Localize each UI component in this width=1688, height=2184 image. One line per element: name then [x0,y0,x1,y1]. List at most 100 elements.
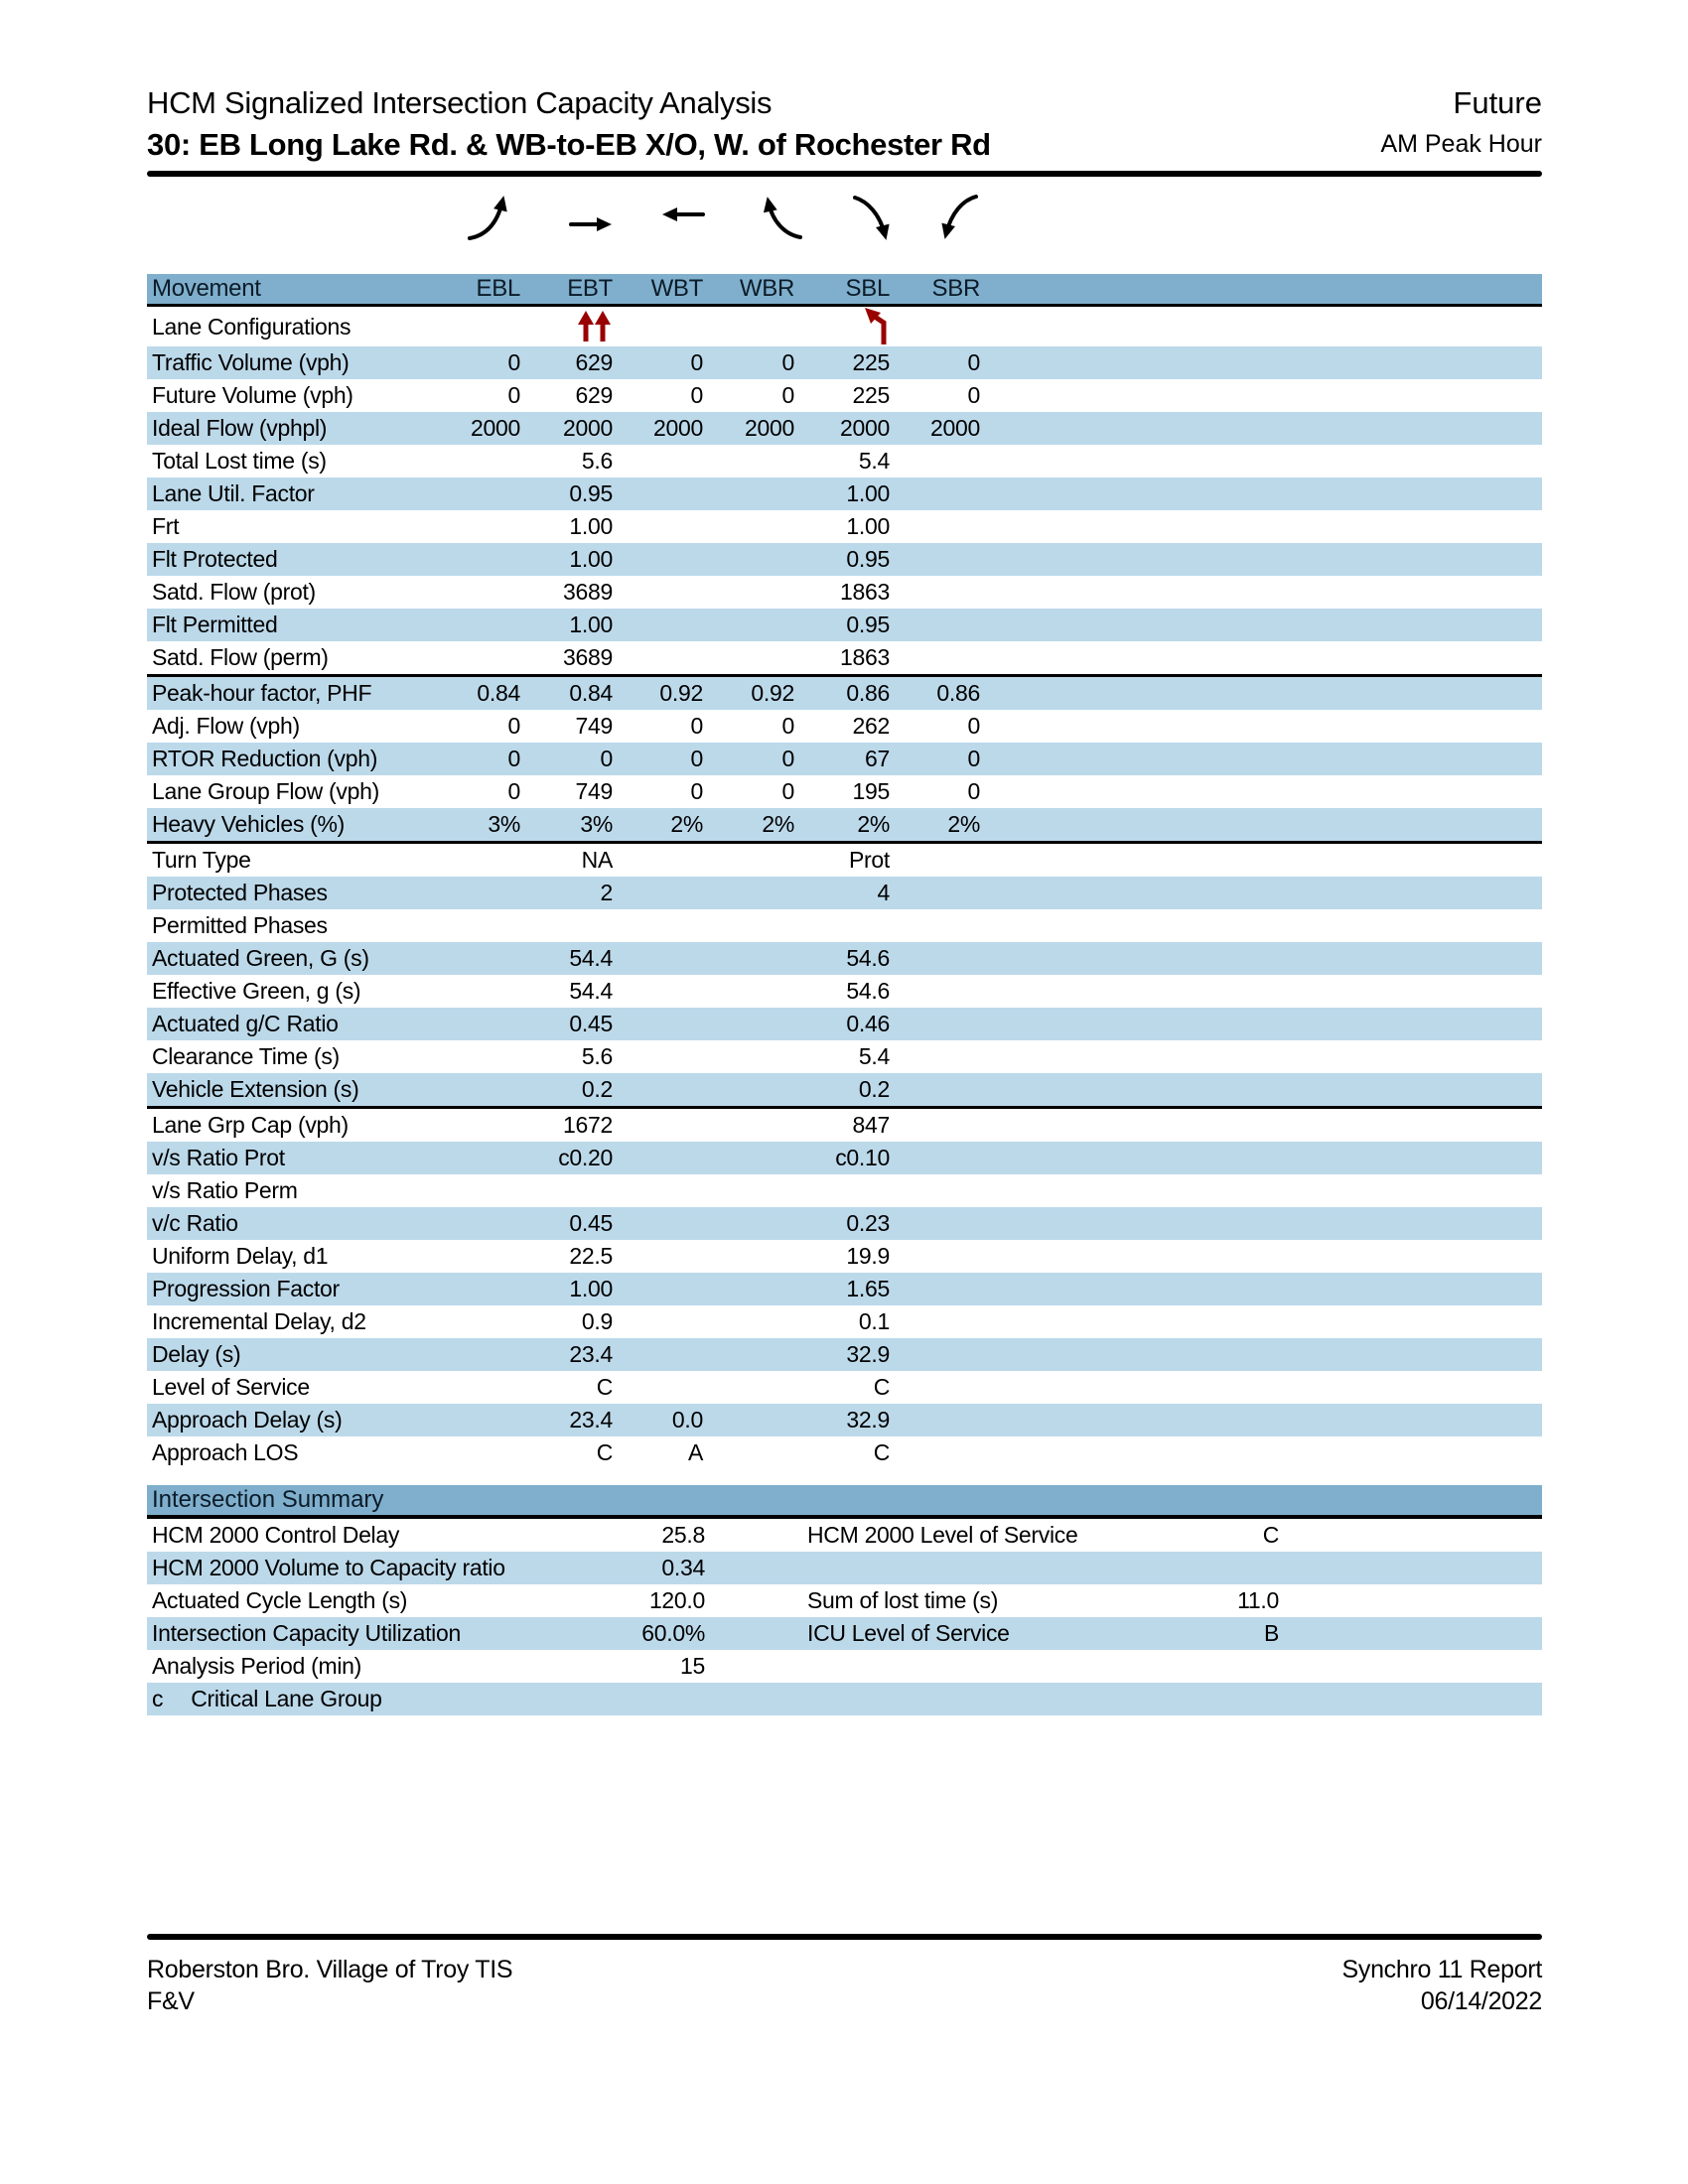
cell-EBL [425,609,520,641]
cell-EBL [425,1371,520,1404]
movement-arrows [147,191,1542,246]
summary-filler [1279,1519,1542,1552]
row-label: Turn Type [152,847,251,873]
cell-SBL: 1.65 [846,1276,890,1301]
row-label: Lane Util. Factor [152,480,315,506]
summary-filler [1279,1650,1542,1683]
footnote: c Critical Lane Group [147,1683,1542,1715]
row-filler [980,1109,1542,1142]
column-header-SBR: SBR [931,275,981,302]
summary-gap [705,1519,802,1552]
row-filler [980,576,1542,609]
cell-WBT: 2% [670,811,703,837]
cell-WBT [613,1174,703,1207]
cell-SBR [890,1142,980,1174]
cell-SBR [890,609,980,641]
cell-EBL: 2000 [471,415,520,441]
cell-SBL: 2000 [840,415,890,441]
table-row: Approach LOS C A C [147,1436,1542,1469]
row-label: Actuated Green, G (s) [152,945,369,971]
cell-EBT: 0.2 [581,1076,613,1102]
cell-WBR: 2% [762,811,794,837]
row-filler [980,710,1542,743]
cell-WBR [703,1040,794,1073]
wb-through-arrow-icon [657,191,709,242]
cell-WBT: 0 [690,713,704,739]
table-row: RTOR Reduction (vph) 0 0 0 0 67 0 [147,743,1542,775]
cell-SBL: 0.1 [858,1308,890,1334]
footer-rule [147,1934,1542,1940]
row-label: Peak-hour factor, PHF [152,680,372,706]
cell-SBR [890,1174,980,1207]
cell-SBR [890,975,980,1008]
cell-EBL: 0 [507,746,521,771]
cell-SBR [890,510,980,543]
cell-WBR [703,877,794,909]
footnote-marker: c [152,1686,164,1711]
summary-gap [705,1650,802,1683]
cell-SBR [890,1338,980,1371]
summary-label: Actuated Cycle Length (s) [152,1587,408,1613]
table-row: Adj. Flow (vph) 0 749 0 0 262 0 [147,710,1542,743]
cell-EBL [425,1174,520,1207]
cell-SBR [890,1008,980,1040]
column-header-EBT: EBT [567,275,613,302]
row-filler [980,1142,1542,1174]
cell-SBL: 225 [852,349,891,375]
row-filler [980,808,1542,841]
cell-SBR: 2% [947,811,980,837]
cell-SBR [890,543,980,576]
cell-EBT: 3689 [563,644,613,670]
table-row: Level of Service C C [147,1371,1542,1404]
row-filler [980,775,1542,808]
cell-SBL [794,909,890,942]
cell-SBL: C [873,1439,891,1465]
row-filler [980,1404,1542,1436]
summary-filler [1279,1584,1542,1617]
cell-SBL: 1863 [840,579,890,605]
cell-SBR [890,844,980,877]
cell-EBT [520,909,613,942]
wb-right-turn-arrow-icon [754,191,805,242]
cell-WBT [613,307,703,346]
table-row: Clearance Time (s) 5.6 5.4 [147,1040,1542,1073]
cell-WBT [613,1073,703,1106]
cell-EBL [425,844,520,877]
movement-table-header: Movement EBL EBT WBT WBR SBL SBR [147,274,1542,307]
cell-EBL: 0.84 [477,680,520,706]
cell-EBL [425,877,520,909]
cell-WBR [703,1174,794,1207]
report-title: HCM Signalized Intersection Capacity Ana… [147,85,773,120]
cell-SBR [890,1073,980,1106]
cell-WBT [613,942,703,975]
row-filler [980,412,1542,445]
table-row: v/s Ratio Prot c0.20 c0.10 [147,1142,1542,1174]
row-filler [980,877,1542,909]
cell-WBT [613,543,703,576]
cell-WBR: 0 [781,349,795,375]
cell-WBT [613,1008,703,1040]
cell-EBT: 2 [600,880,614,905]
cell-SBR [890,942,980,975]
table-row: Effective Green, g (s) 54.4 54.6 [147,975,1542,1008]
row-label: Approach LOS [152,1439,299,1465]
cell-EBL: 0 [507,349,521,375]
cell-EBL [425,975,520,1008]
cell-WBT: 0.0 [671,1407,703,1433]
cell-SBL: 4 [877,880,891,905]
summary-value: 15 [680,1653,705,1679]
cell-SBL: 0.95 [846,546,890,572]
row-label: Clearance Time (s) [152,1043,340,1069]
cell-WBT: A [687,1439,703,1465]
summary-label: Intersection Capacity Utilization [152,1620,461,1646]
cell-SBR: 0.86 [936,680,980,706]
cell-EBL [425,1207,520,1240]
row-label: Frt [152,513,180,539]
row-filler [980,1008,1542,1040]
cell-WBR [703,1008,794,1040]
row-label: v/s Ratio Perm [152,1177,298,1203]
cell-SBL: 195 [852,778,891,804]
row-label: Satd. Flow (prot) [152,579,316,605]
cell-WBT [613,478,703,510]
cell-WBT [613,445,703,478]
